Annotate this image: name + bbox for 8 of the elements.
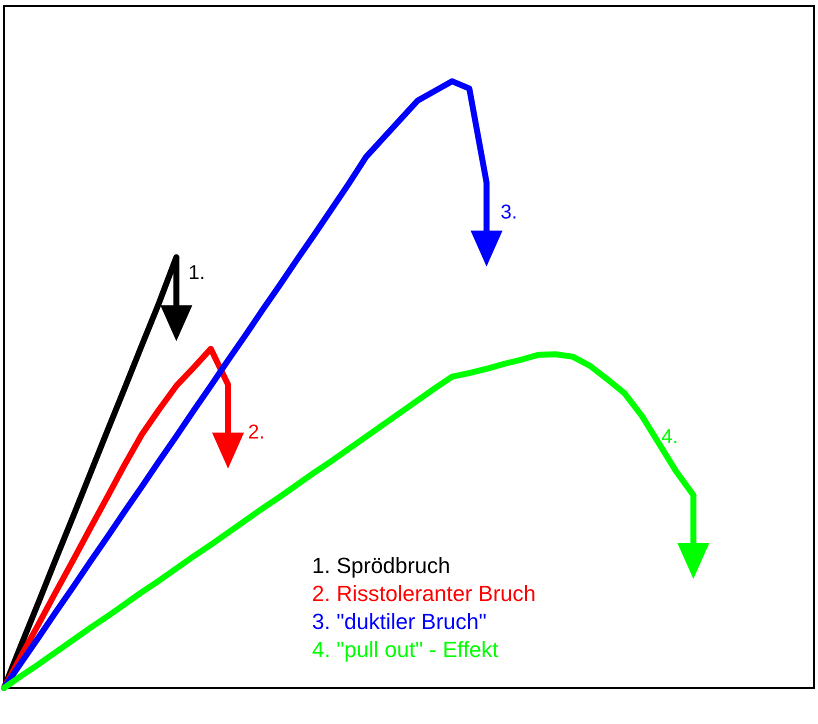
annotation: 2. (248, 422, 265, 444)
text: 3. "duktiler Bruch" (312, 609, 487, 634)
annotation: 4. (661, 426, 678, 448)
text: 1. Sprödbruch (312, 553, 450, 578)
text: 4. "pull out" - Effekt (312, 637, 498, 662)
text: 2. Risstoleranter Bruch (312, 581, 536, 606)
annotation: 3. (500, 202, 518, 224)
annotation: 1. (188, 262, 206, 284)
